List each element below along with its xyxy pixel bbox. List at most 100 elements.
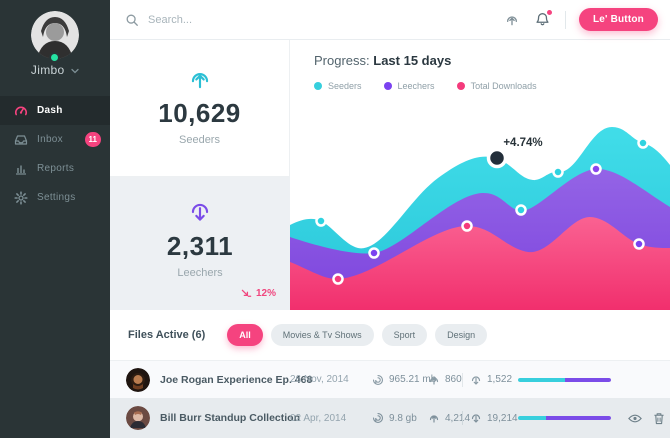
leech-down-icon xyxy=(471,414,481,423)
leechers-delta: 12% xyxy=(241,288,276,299)
file-title: Bill Burr Standup Collection xyxy=(160,412,301,424)
chart-point[interactable] xyxy=(461,220,473,232)
filter-design[interactable]: Design xyxy=(435,324,488,346)
stats-column: 10,629 Seeders 2,311 Leechers 12% xyxy=(110,40,290,310)
legend-item-downloads[interactable]: Total Downloads xyxy=(456,81,537,91)
filter-sport[interactable]: Sport xyxy=(381,324,428,346)
meta-divider xyxy=(462,372,463,387)
file-avatar xyxy=(126,406,150,430)
topbar-divider xyxy=(564,10,566,29)
downloads-area xyxy=(290,217,670,310)
notifications-bell-icon[interactable] xyxy=(534,8,553,29)
progress-chart-panel: Progress: Last 15 days Seeders Leechers … xyxy=(290,40,670,310)
user-menu[interactable]: Jimbo xyxy=(0,63,110,77)
trash-icon[interactable] xyxy=(653,412,665,425)
file-size: 9.8 gb xyxy=(372,412,417,424)
leechers-stat-card: 2,311 Leechers 12% xyxy=(110,177,290,310)
chart-point[interactable] xyxy=(515,204,527,216)
file-seeders: 860 xyxy=(428,374,462,386)
search-input[interactable] xyxy=(148,13,368,26)
chart-point[interactable] xyxy=(315,215,327,227)
chart-data-points xyxy=(315,137,649,285)
le-button[interactable]: Le' Button xyxy=(578,8,658,31)
filter-movies-tv[interactable]: Movies & Tv Shows xyxy=(270,324,374,346)
chart-title-range: Last 15 days xyxy=(373,53,452,68)
sidebar-item-label: Inbox xyxy=(37,134,63,145)
file-progress-bar xyxy=(518,377,611,382)
leechers-value: 2,311 xyxy=(166,231,234,261)
sidebar: Jimbo Dash Inbox 11 Reports xyxy=(0,0,110,438)
sidebar-item-reports[interactable]: Reports xyxy=(0,154,110,183)
sidebar-item-label: Settings xyxy=(37,192,76,203)
file-leechers: 19,214 xyxy=(470,412,518,424)
topbar: Le' Button xyxy=(110,0,670,40)
filter-pills: All Movies & Tv Shows Sport Design xyxy=(227,324,488,346)
leechers-delta-value: 12% xyxy=(255,288,276,299)
sidebar-item-settings[interactable]: Settings xyxy=(0,183,110,212)
trend-down-icon xyxy=(241,289,252,297)
seed-up-icon xyxy=(429,415,439,423)
notification-dot xyxy=(545,8,553,16)
files-header: Files Active (6) All Movies & Tv Shows S… xyxy=(110,310,670,360)
username: Jimbo xyxy=(30,63,65,77)
legend-item-seeders[interactable]: Seeders xyxy=(314,81,362,91)
chart-point[interactable] xyxy=(552,166,564,178)
sidebar-item-label: Reports xyxy=(37,163,75,174)
file-date: 26 Nov, 2014 xyxy=(290,374,349,385)
sidebar-item-inbox[interactable]: Inbox 11 xyxy=(0,125,110,154)
chart-point[interactable] xyxy=(590,163,602,175)
chart-title-prefix: Progress: xyxy=(314,53,370,68)
file-title: Joe Rogan Experience Ep. 468 xyxy=(160,373,313,386)
file-avatar xyxy=(126,367,150,392)
row-actions xyxy=(628,412,665,425)
sidebar-item-dash[interactable]: Dash xyxy=(0,96,110,125)
cloud-download-icon xyxy=(187,199,213,225)
seed-up-icon xyxy=(429,376,439,385)
files-title: Files Active (6) xyxy=(128,329,206,341)
file-row[interactable]: Bill Burr Standup Collection 02 Apr, 201… xyxy=(110,398,670,438)
legend-dot-downloads xyxy=(456,82,465,90)
gear-icon xyxy=(14,190,28,205)
paperclip-icon xyxy=(372,374,384,385)
legend-item-leechers[interactable]: Leechers xyxy=(383,81,435,91)
files-section: Files Active (6) All Movies & Tv Shows S… xyxy=(110,310,670,438)
file-date: 02 Apr, 2014 xyxy=(290,412,347,424)
bar-chart-icon xyxy=(14,162,28,176)
meta-divider xyxy=(462,411,463,425)
online-status-dot xyxy=(49,52,60,63)
chart-point[interactable] xyxy=(486,147,508,169)
file-leechers: 1,522 xyxy=(470,374,512,386)
chart-point[interactable] xyxy=(633,238,645,250)
user-avatar[interactable] xyxy=(31,11,79,63)
filter-all[interactable]: All xyxy=(227,324,263,346)
seeders-value: 10,629 xyxy=(158,98,241,128)
eye-icon[interactable] xyxy=(628,413,642,424)
chart-legend: Seeders Leechers Total Downloads xyxy=(314,81,537,91)
upload-icon[interactable] xyxy=(503,11,521,29)
chart-point[interactable] xyxy=(368,247,380,259)
area-chart: +4.74% xyxy=(290,127,670,310)
leech-down-icon xyxy=(471,375,481,385)
file-row[interactable]: Joe Rogan Experience Ep. 468 26 Nov, 201… xyxy=(110,360,670,398)
file-seeders: 4,214 xyxy=(428,412,470,424)
paperclip-icon xyxy=(372,412,384,424)
chart-title: Progress: Last 15 days xyxy=(314,53,451,68)
chart-point[interactable] xyxy=(637,137,649,149)
avatar-photo xyxy=(31,11,79,59)
chart-annotation: +4.74% xyxy=(503,137,542,149)
search-icon[interactable] xyxy=(125,13,139,27)
inbox-badge: 11 xyxy=(84,132,101,147)
inbox-icon xyxy=(14,133,28,147)
chevron-down-icon xyxy=(71,68,79,74)
chart-point[interactable] xyxy=(332,273,344,285)
legend-dot-leechers xyxy=(383,82,392,90)
gauge-icon xyxy=(14,104,28,118)
topbar-actions: Le' Button xyxy=(503,8,670,31)
seeders-stat-card: 10,629 Seeders xyxy=(110,40,290,177)
sidebar-item-label: Dash xyxy=(37,105,63,116)
seeders-label: Seeders xyxy=(179,134,220,146)
cloud-upload-icon xyxy=(187,66,213,92)
legend-dot-seeders xyxy=(314,82,322,90)
file-progress-bar xyxy=(518,416,611,420)
